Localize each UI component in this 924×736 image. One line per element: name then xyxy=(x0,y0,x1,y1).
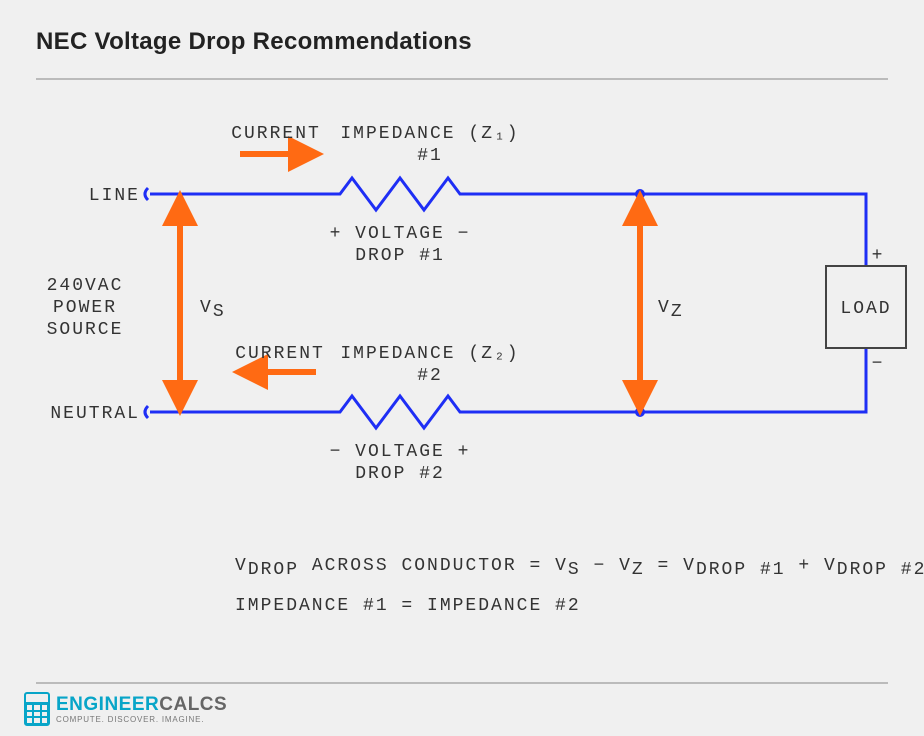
source-terminal-top xyxy=(145,188,148,200)
load-plus: + xyxy=(872,246,885,266)
source-terminal-bot xyxy=(145,406,148,418)
circuit-diagram: LOAD + − LINE NEUTRAL 240VAC POWER SOURC… xyxy=(0,90,924,670)
load-minus: − xyxy=(872,354,885,374)
neutral-label: NEUTRAL xyxy=(50,404,140,424)
impedance2-label-b: #2 xyxy=(417,366,443,386)
node-top xyxy=(635,189,645,199)
vs-label: VS xyxy=(200,298,226,322)
source-label-1: 240VAC xyxy=(47,276,124,296)
vdrop2-label-b: DROP #2 xyxy=(355,464,445,484)
source-label-2: POWER xyxy=(53,298,117,318)
source-label-3: SOURCE xyxy=(47,320,124,340)
current-label-bot: CURRENT xyxy=(235,344,325,364)
impedance1-label-a: IMPEDANCE (Z₁) xyxy=(340,124,519,144)
vz-label: VZ xyxy=(658,298,684,322)
vdrop1-label-a: + VOLTAGE − xyxy=(330,224,471,244)
node-bot xyxy=(635,407,645,417)
divider-top xyxy=(36,78,888,80)
formula-1: VDROP ACROSS CONDUCTOR = VS − VZ = VDROP… xyxy=(235,556,924,580)
current-label-top: CURRENT xyxy=(231,124,321,144)
footer: ENGINEERCALCS COMPUTE. DISCOVER. IMAGINE… xyxy=(24,692,227,726)
vdrop2-label-a: − VOLTAGE + xyxy=(330,442,471,462)
impedance1-label-b: #1 xyxy=(417,146,443,166)
calculator-icon xyxy=(24,692,50,726)
page-title: NEC Voltage Drop Recommendations xyxy=(36,28,472,56)
wire-top xyxy=(150,178,866,266)
line-label: LINE xyxy=(89,186,140,206)
footer-tagline: COMPUTE. DISCOVER. IMAGINE. xyxy=(56,716,227,724)
divider-bottom xyxy=(36,682,888,684)
load-label: LOAD xyxy=(840,299,891,319)
vdrop1-label-b: DROP #1 xyxy=(355,246,445,266)
footer-brand: ENGINEERCALCS xyxy=(56,695,227,714)
impedance2-label-a: IMPEDANCE (Z₂) xyxy=(340,344,519,364)
formula-2: IMPEDANCE #1 = IMPEDANCE #2 xyxy=(235,596,581,616)
